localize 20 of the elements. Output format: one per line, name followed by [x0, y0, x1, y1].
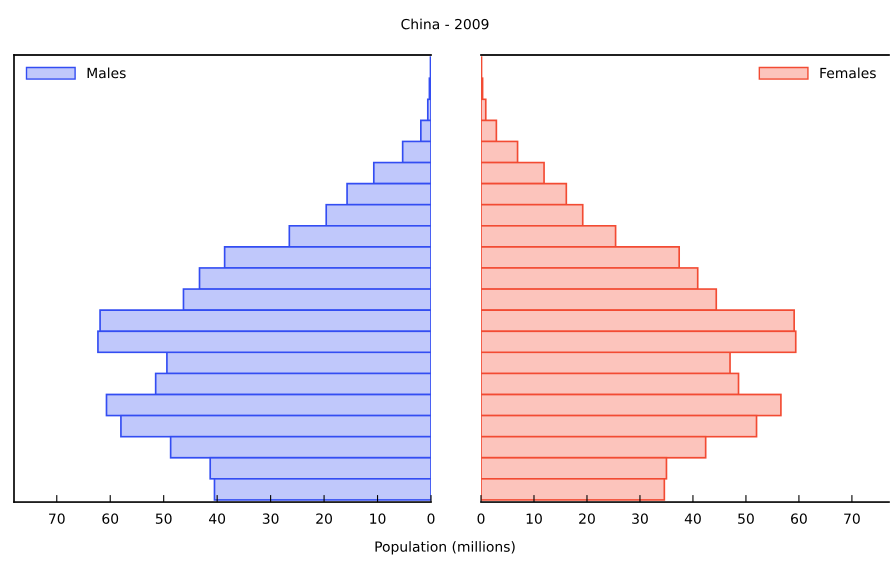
x-axis-title: Population (millions) — [376, 541, 515, 555]
x-tick-label: 20 — [579, 513, 595, 524]
x-tick-label: 50 — [738, 513, 754, 524]
x-tick-label: 30 — [632, 513, 648, 524]
x-tick-label: 10 — [526, 513, 542, 524]
x-tick-label: 30 — [262, 513, 279, 524]
legend-label: Males — [88, 68, 126, 78]
x-tick-label: 0 — [427, 513, 434, 524]
x-tick-label: 50 — [156, 513, 172, 524]
x-tick-label: 0 — [477, 513, 484, 524]
x-tick-label: 20 — [316, 513, 332, 524]
x-tick-label: 40 — [208, 513, 226, 524]
legend-label: Females — [820, 68, 876, 78]
x-tick-label: 70 — [844, 513, 860, 524]
x-tick-label: 70 — [49, 513, 65, 524]
chart-title: China - 2009 — [401, 18, 488, 30]
x-tick-label: 10 — [370, 513, 386, 524]
x-tick-label: 60 — [791, 513, 807, 524]
x-tick-label: 60 — [102, 513, 118, 524]
x-tick-label: 40 — [684, 513, 701, 524]
